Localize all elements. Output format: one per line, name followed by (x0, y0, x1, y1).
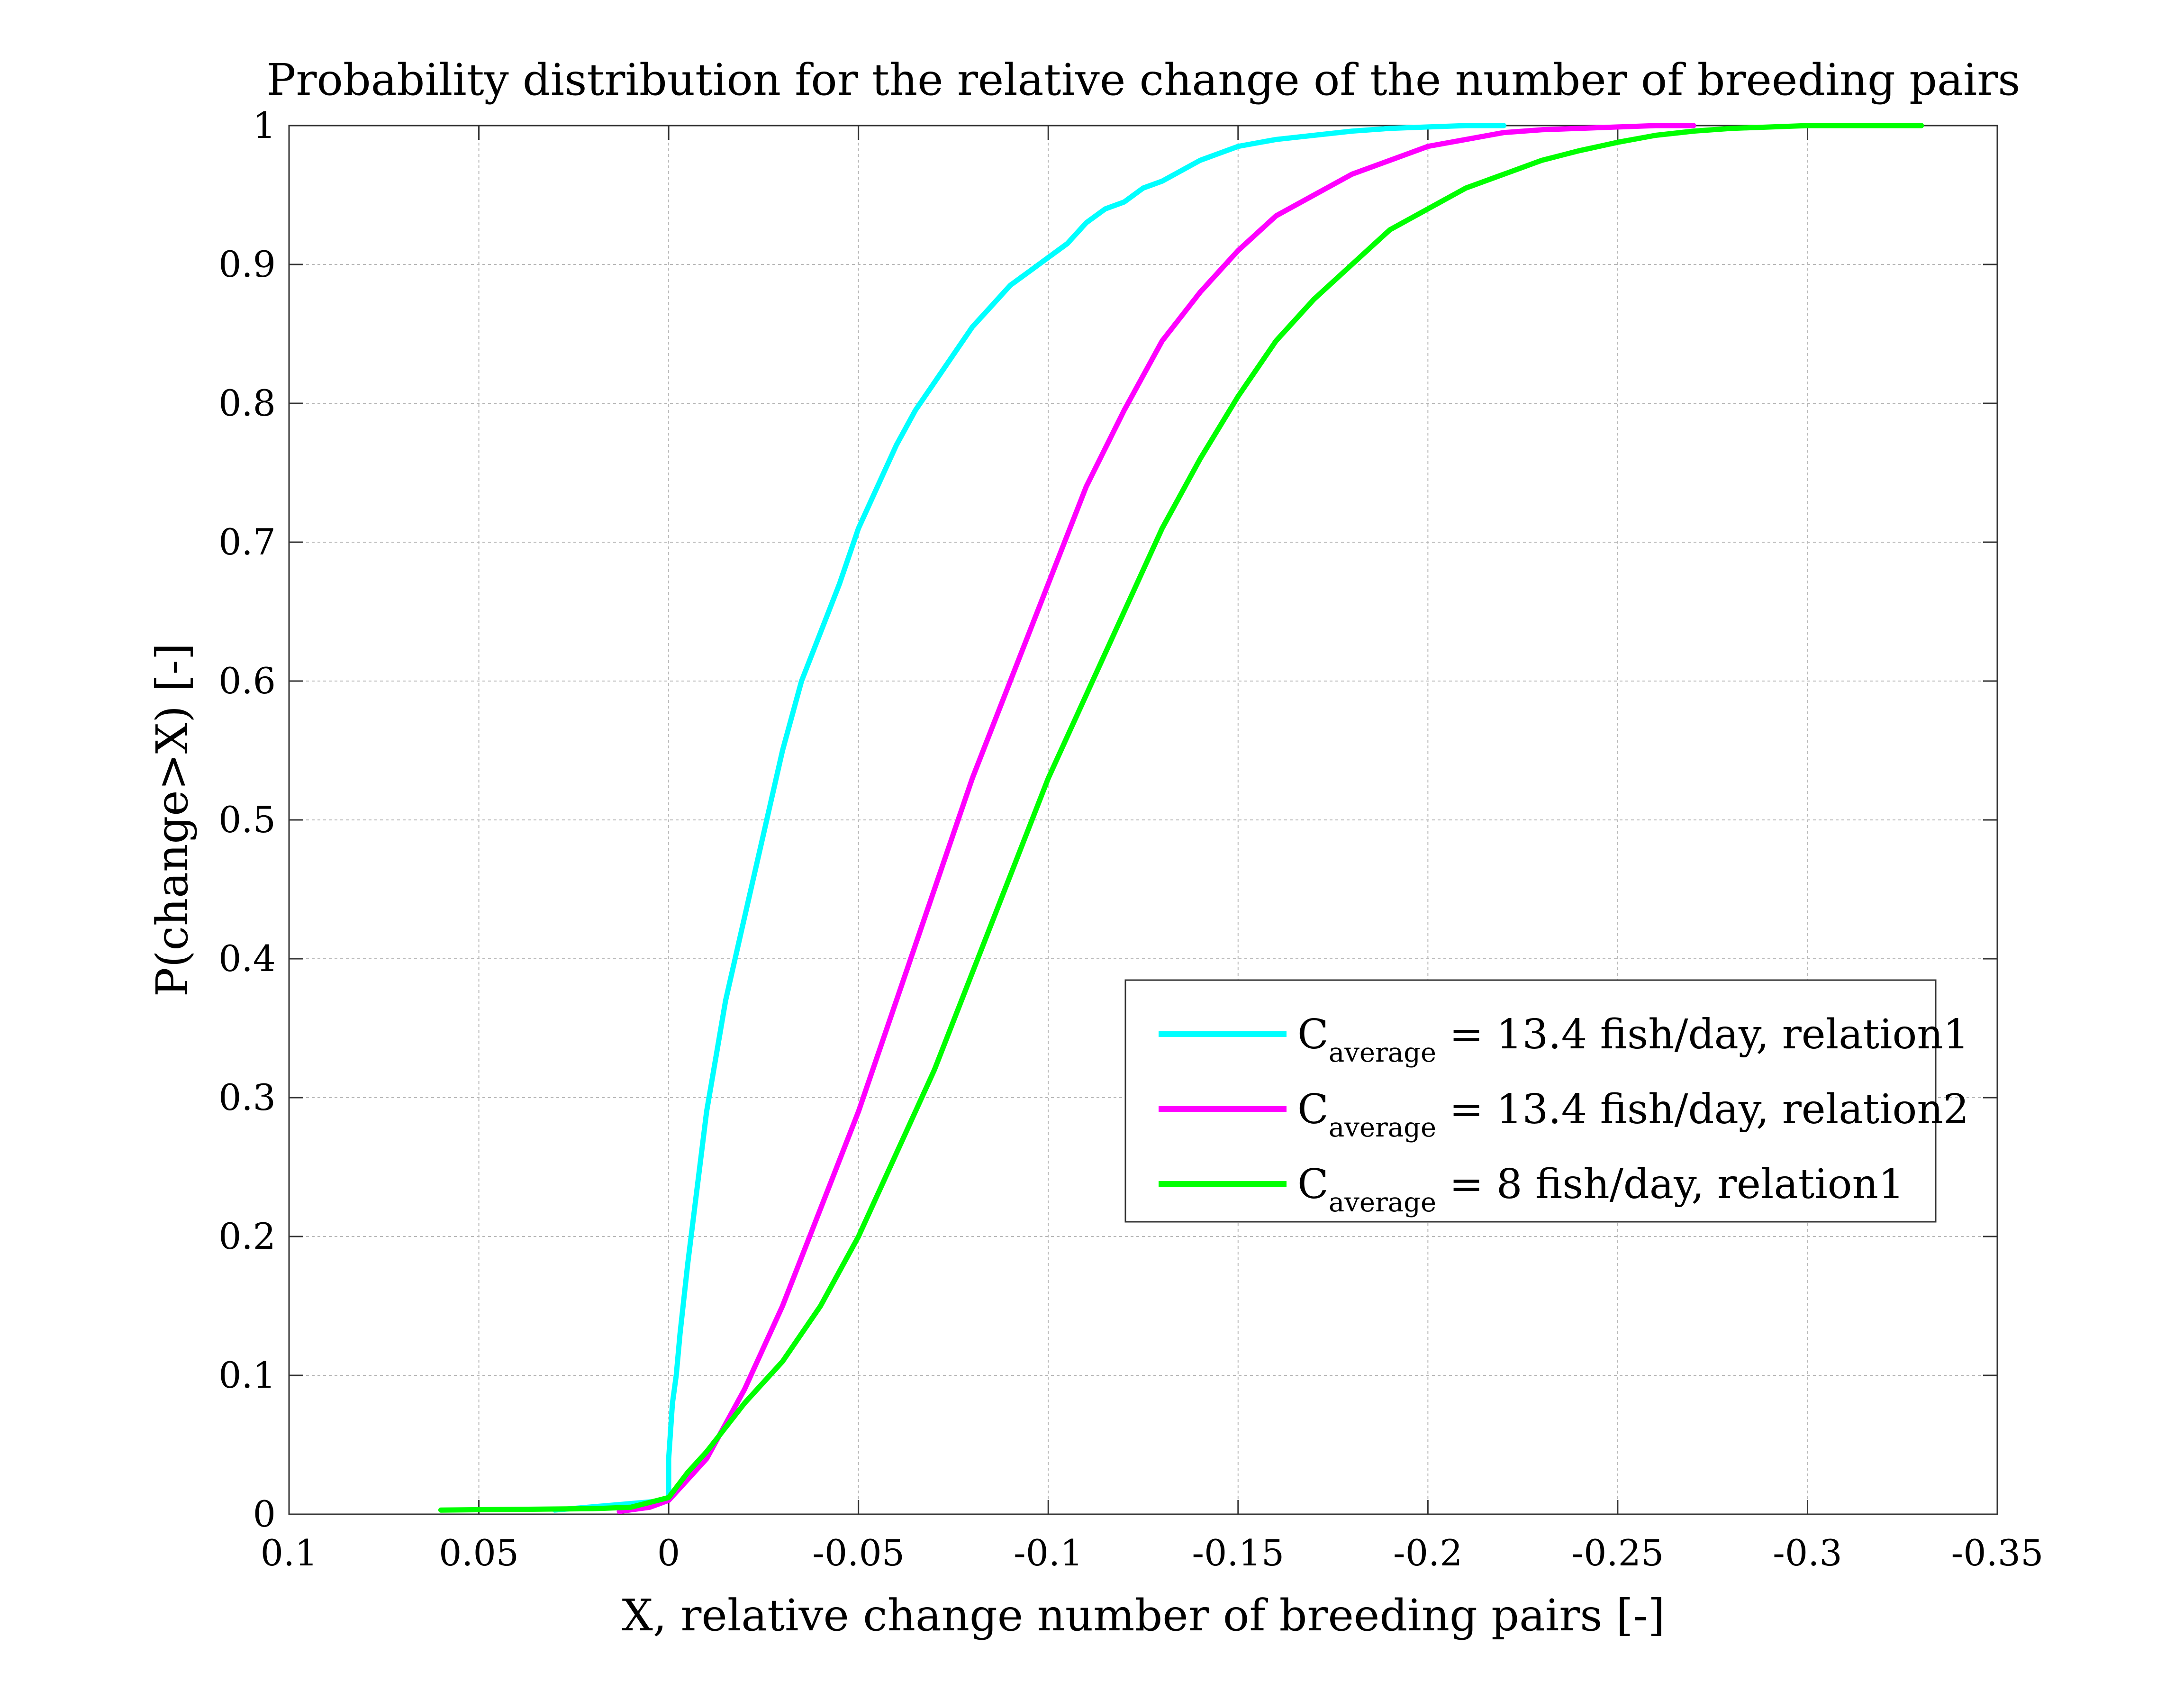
axis-ticks: 0.1 0.05 0 -0.05 -0.1 -0.15 -0.2 -0.25 -0.3 -0.35… (218, 104, 2043, 1574)
x-tick-label: -0.05 (812, 1532, 905, 1574)
series-line-3 (438, 123, 1924, 1513)
y-tick-label: 1 (253, 104, 276, 146)
series-line-2 (616, 123, 1696, 1514)
y-tick-label: 0.1 (218, 1354, 276, 1396)
legend: Caverage = 13.4 fish/day, relation1 Caver… (1124, 979, 1969, 1223)
chart-title: Probability distribution for the relativ… (267, 55, 2021, 105)
y-tick-label: 0.8 (218, 382, 276, 424)
y-tick-label: 0 (253, 1493, 276, 1535)
x-tick-label: 0.05 (439, 1532, 519, 1574)
x-axis-title: X, relative change number of breeding pa… (622, 1590, 1665, 1641)
y-tick-label: 0.3 (218, 1076, 276, 1118)
legend-entry-3: Caverage = 8 fish/day, relation1 (1297, 1161, 1904, 1218)
x-tick-label: -0.15 (1192, 1532, 1284, 1574)
x-tick-label: -0.25 (1571, 1532, 1664, 1574)
series-line-1 (552, 123, 1507, 1513)
x-tick-label: -0.35 (1951, 1532, 2044, 1574)
y-tick-label: 0.2 (218, 1215, 276, 1257)
y-tick-label: 0.6 (218, 660, 276, 702)
y-tick-label: 0.7 (218, 521, 276, 563)
x-tick-label: -0.1 (1014, 1532, 1083, 1574)
legend-entry-1: Caverage = 13.4 fish/day, relation1 (1297, 1011, 1969, 1068)
x-tick-label: 0 (657, 1532, 680, 1574)
x-tick-label: 0.1 (261, 1532, 318, 1574)
legend-entry-2: Caverage = 13.4 fish/day, relation2 (1297, 1086, 1969, 1143)
y-tick-label: 0.5 (218, 799, 276, 841)
y-axis-title: P(change>X) [-] (147, 643, 198, 997)
x-tick-label: -0.3 (1773, 1532, 1842, 1574)
series-lines (438, 123, 1924, 1514)
x-tick-label: -0.2 (1393, 1532, 1463, 1574)
y-tick-label: 0.9 (218, 243, 276, 285)
y-tick-label: 0.4 (218, 937, 276, 980)
